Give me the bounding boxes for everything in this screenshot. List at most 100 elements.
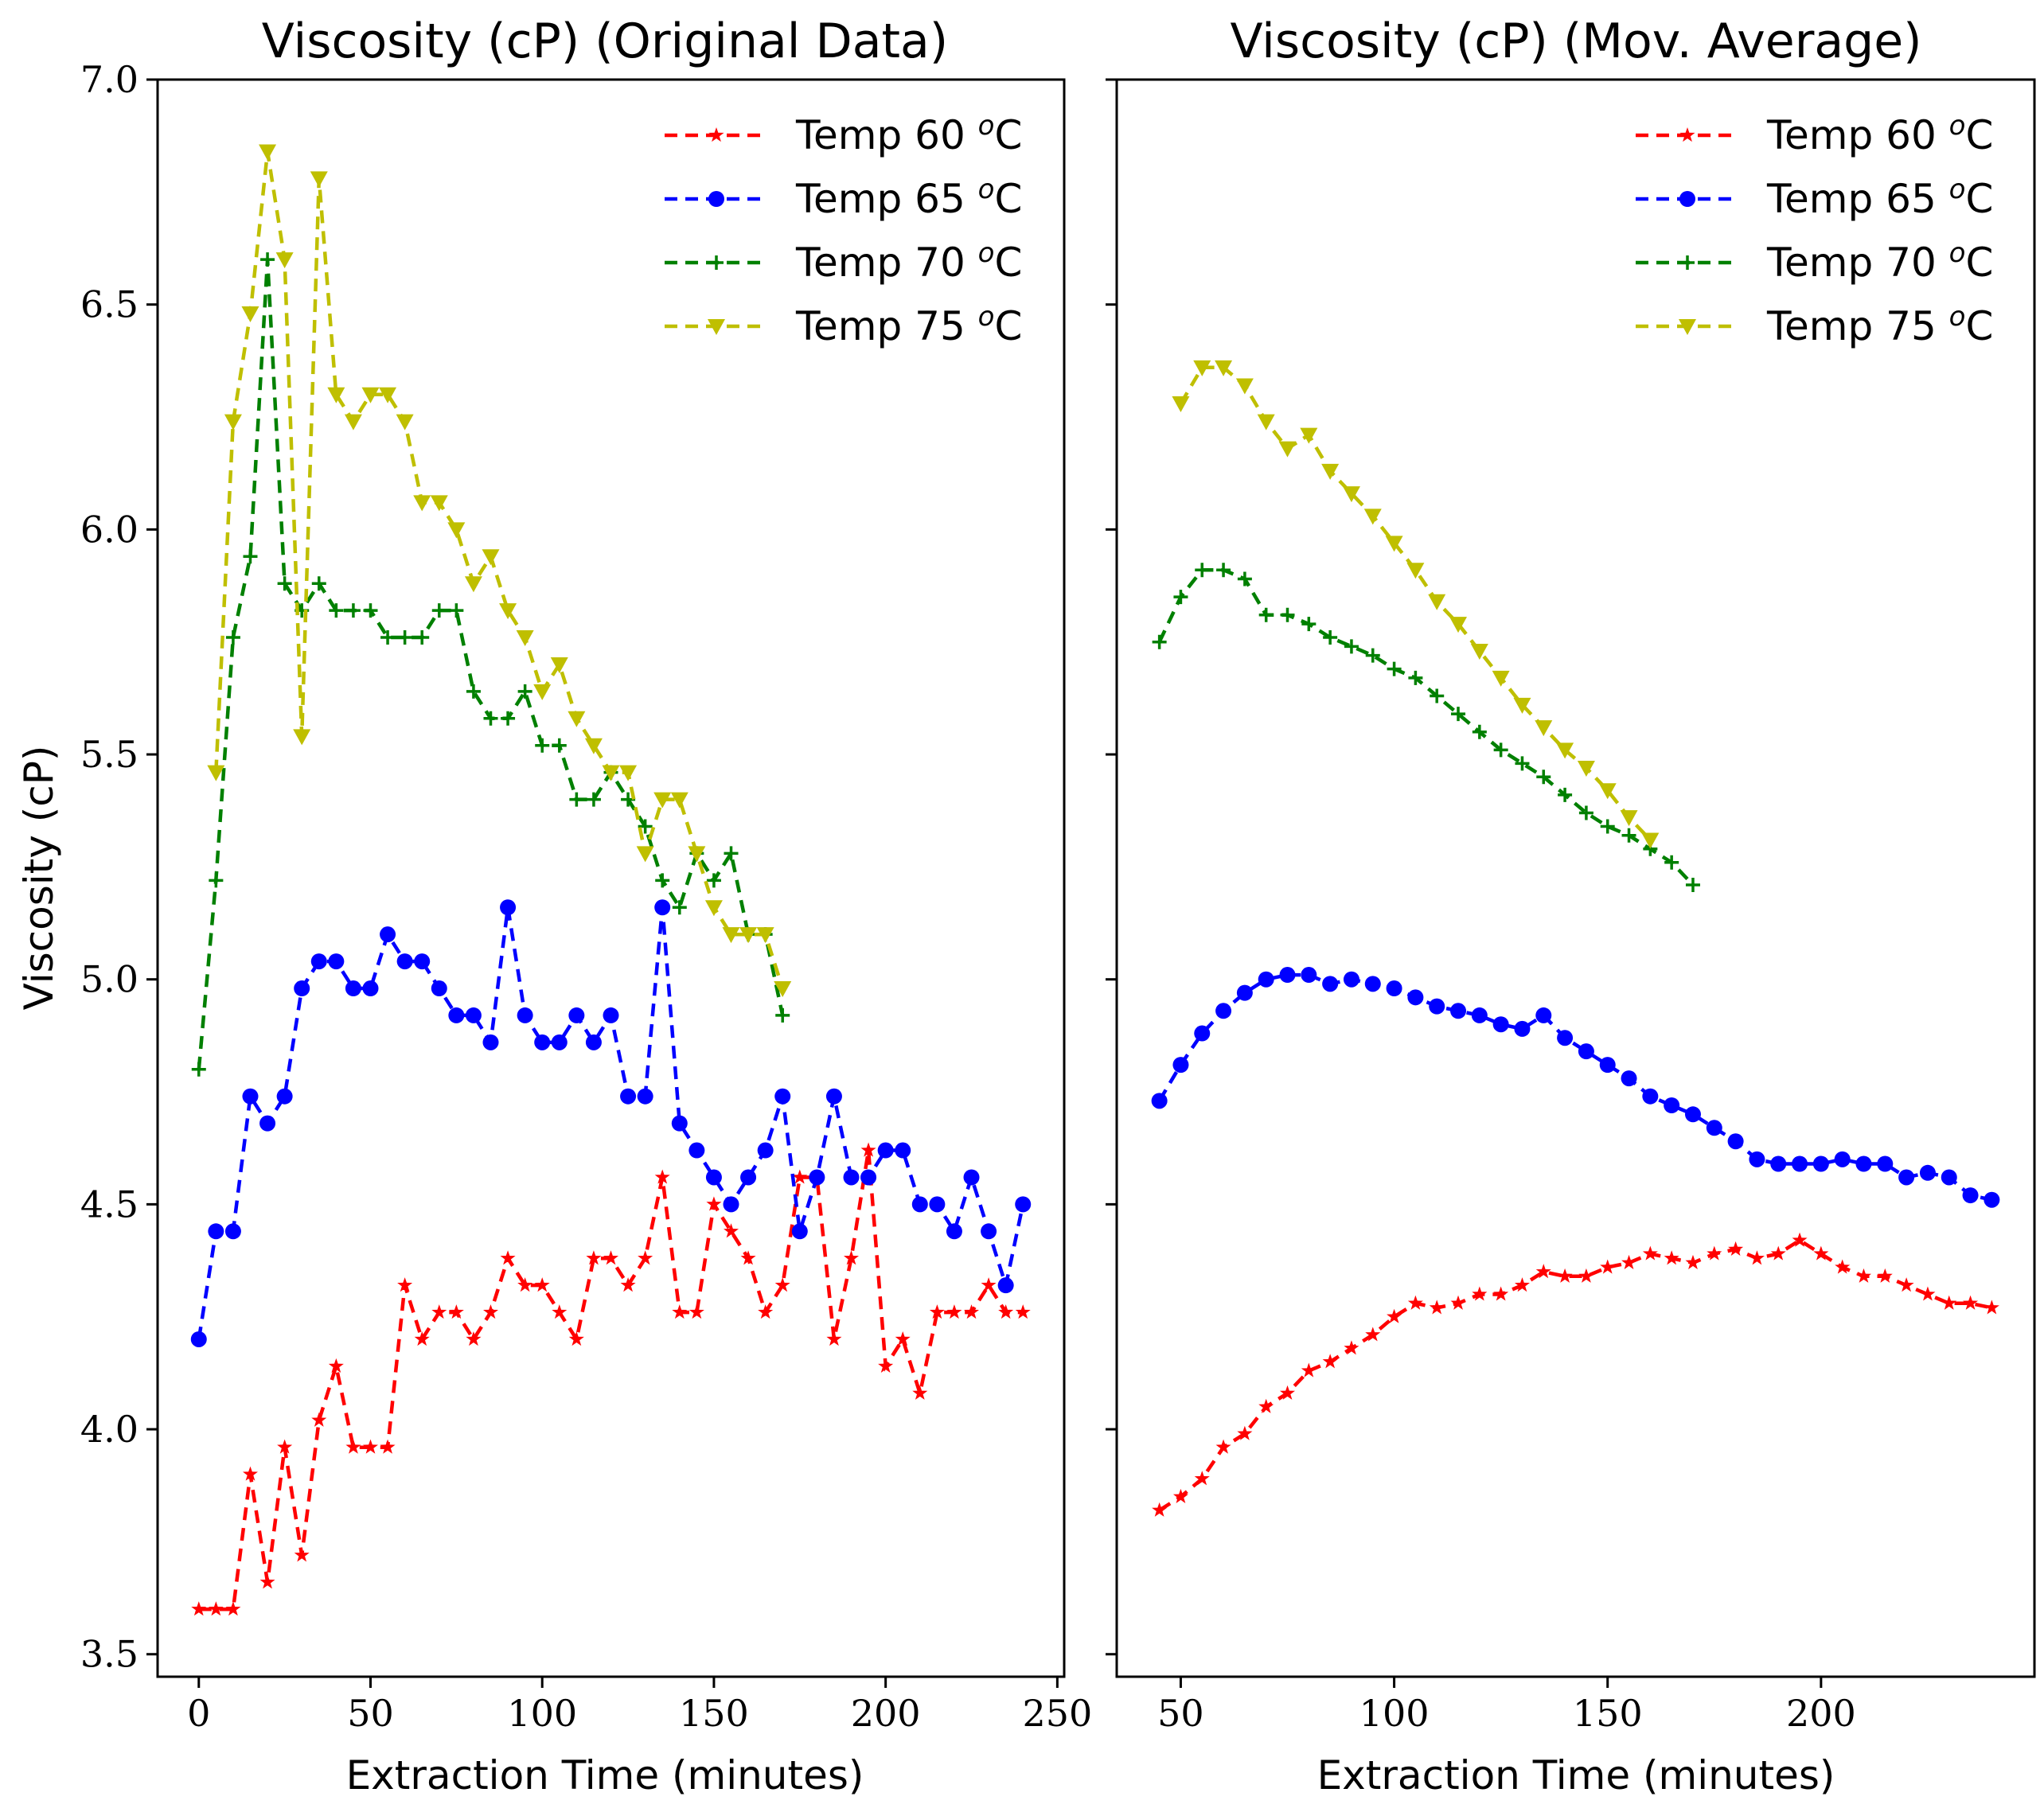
data-point — [500, 1250, 516, 1265]
data-point — [1812, 1155, 1829, 1172]
legend-entry: Temp 60 oC — [1636, 110, 1993, 158]
data-point — [1941, 1295, 1957, 1310]
y-tick-label: 6.0 — [80, 508, 138, 551]
data-point — [843, 1169, 860, 1186]
data-point — [1342, 486, 1360, 503]
y-tick-label: 4.0 — [80, 1408, 138, 1451]
data-point — [653, 792, 672, 809]
legend-label: Temp 60 oC — [1766, 110, 1993, 158]
data-point — [688, 1304, 704, 1319]
panel-moving-average: Viscosity (cP) (Mov. Average) 50 100 150 20… — [1106, 14, 2036, 1798]
data-point — [380, 926, 396, 943]
data-point — [1770, 1155, 1787, 1172]
data-point — [448, 1304, 464, 1319]
data-point — [482, 549, 500, 566]
data-point — [672, 1304, 688, 1319]
data-point — [517, 1007, 533, 1023]
data-point — [722, 927, 740, 944]
legend-entry: Temp 70 oC — [1636, 237, 1993, 286]
series-line — [1157, 567, 1695, 887]
data-point — [569, 792, 584, 807]
data-point — [1515, 756, 1530, 771]
data-point — [1621, 828, 1636, 843]
data-point — [534, 1277, 550, 1292]
data-point — [276, 1088, 293, 1105]
data-point — [431, 980, 447, 997]
data-point — [1301, 617, 1317, 632]
legend-label: Temp 65 oC — [1766, 173, 1993, 222]
data-point — [1578, 1043, 1594, 1060]
data-point — [1684, 1106, 1701, 1123]
data-point — [379, 387, 397, 403]
data-point — [963, 1169, 980, 1186]
data-point — [260, 252, 275, 267]
data-point — [208, 1601, 224, 1616]
x-tick-label: 150 — [1573, 1692, 1643, 1735]
data-point — [1493, 1286, 1509, 1301]
data-point — [310, 171, 328, 188]
data-point — [414, 953, 431, 970]
data-point — [1578, 1268, 1594, 1283]
data-point — [1877, 1268, 1893, 1283]
data-point — [826, 1331, 842, 1346]
series-temp-60 — [1152, 1232, 1999, 1517]
data-point — [1215, 1439, 1231, 1454]
data-point — [1792, 1155, 1808, 1172]
y-tick-label: 5.5 — [80, 733, 138, 776]
data-point — [362, 980, 379, 997]
data-point — [225, 1601, 241, 1616]
data-point — [1258, 607, 1274, 622]
data-point — [638, 819, 653, 834]
data-point — [912, 1385, 928, 1400]
legend-label: Temp 65 oC — [795, 173, 1022, 222]
data-point — [413, 495, 431, 512]
data-point — [638, 1250, 653, 1265]
data-point — [241, 306, 259, 322]
data-point — [516, 630, 534, 647]
data-point — [1749, 1151, 1765, 1167]
data-point — [465, 1007, 482, 1023]
data-point — [1215, 360, 1233, 376]
data-point — [310, 953, 327, 970]
data-point — [1514, 1277, 1530, 1292]
data-point — [997, 1277, 1014, 1294]
data-point — [1237, 571, 1252, 586]
data-point — [654, 899, 671, 916]
axes-frame — [156, 78, 1066, 1678]
x-tick-label: 50 — [1157, 1692, 1204, 1735]
chart-title: Viscosity (cP) (Mov. Average) — [1230, 14, 1921, 69]
data-point — [1685, 877, 1700, 892]
legend-label: Temp 75 oC — [795, 301, 1022, 349]
data-point — [500, 899, 517, 916]
data-point — [294, 1547, 310, 1562]
data-point — [448, 1007, 465, 1023]
data-point — [1172, 396, 1190, 413]
data-point — [447, 522, 466, 539]
data-point — [1558, 787, 1573, 802]
legend-marker — [709, 255, 724, 270]
data-point — [1015, 1196, 1032, 1213]
x-tick-label: 0 — [187, 1692, 210, 1735]
data-point — [482, 1304, 499, 1319]
data-point — [1407, 1295, 1423, 1310]
data-point — [1598, 783, 1617, 800]
data-point — [1919, 1164, 1936, 1181]
data-point — [636, 846, 654, 863]
data-point — [1728, 1241, 1744, 1257]
chart-title: Viscosity (cP) (Original Data) — [262, 14, 948, 69]
data-point — [1472, 724, 1487, 739]
series-line — [197, 259, 785, 1070]
data-point — [207, 765, 225, 781]
data-point — [1278, 441, 1297, 458]
data-point — [739, 927, 758, 944]
data-point — [1429, 1300, 1445, 1315]
data-point — [1015, 1304, 1031, 1319]
data-point — [929, 1196, 946, 1213]
data-point — [671, 1115, 688, 1132]
data-point — [619, 765, 638, 781]
data-point — [431, 603, 447, 618]
data-point — [380, 1439, 396, 1454]
data-point — [791, 1223, 808, 1240]
data-point — [1963, 1295, 1979, 1310]
data-point — [1642, 1245, 1658, 1261]
